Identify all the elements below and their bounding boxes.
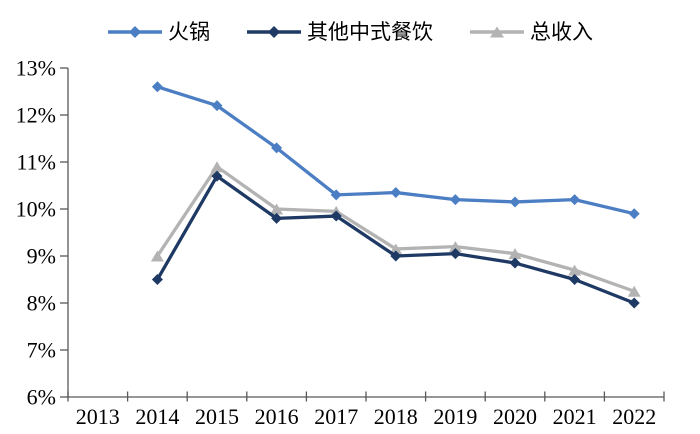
series-marker-qita-zhongshi-canyin [330,210,342,222]
series-marker-huoguo [509,196,521,208]
legend-label-qita-zhongshi-canyin: 其他中式餐饮 [307,19,433,44]
series-marker-huoguo [151,81,163,93]
x-axis-tick-label: 2020 [493,404,537,429]
y-axis-tick-label: 9% [27,244,56,269]
y-axis-tick-label: 11% [16,150,56,175]
x-axis-tick-label: 2017 [314,404,358,429]
huoguo-legend-marker-icon [108,26,162,38]
series-marker-qita-zhongshi-canyin [509,257,521,269]
x-axis-tick-label: 2016 [255,404,299,429]
legend-label-zong-shouru: 总收入 [530,19,593,44]
series-marker-huoguo [271,142,283,154]
legend-triangle-icon [490,26,504,38]
series-marker-qita-zhongshi-canyin [271,212,283,224]
legend-diamond-icon [129,26,141,38]
series-marker-huoguo [449,194,461,206]
series-marker-zong-shouru [627,285,641,297]
legend-diamond-icon [268,26,280,38]
x-axis-tick-label: 2015 [195,404,239,429]
legend-item-huoguo: 火锅 [107,19,210,44]
series-marker-qita-zhongshi-canyin [390,250,402,262]
series-marker-zong-shouru [508,248,522,260]
y-axis-tick-label: 10% [16,197,56,222]
legend-item-zong-shouru: 总收入 [469,19,593,44]
series-marker-huoguo [330,189,342,201]
y-axis-tick-label: 7% [27,338,56,363]
x-axis-tick-label: 2013 [76,404,120,429]
axis-lines [67,68,664,398]
series-marker-qita-zhongshi-canyin [569,274,581,285]
y-axis-tick-label: 12% [16,103,56,128]
series-marker-zong-shouru [150,250,164,262]
series-marker-huoguo [390,187,402,199]
y-axis-tick-label: 8% [27,291,56,316]
series-marker-zong-shouru [389,243,403,255]
series-marker-zong-shouru [270,203,284,215]
x-axis-tick-label: 2022 [612,404,656,429]
series-marker-huoguo [211,100,223,112]
series-marker-qita-zhongshi-canyin [628,297,640,309]
series-marker-huoguo [569,194,581,206]
y-axis-tick-label: 13% [16,56,56,81]
x-axis-tick-label: 2018 [374,404,418,429]
x-axis-tick-label: 2014 [135,404,179,429]
series-marker-zong-shouru [210,161,224,173]
legend-label-huoguo: 火锅 [168,19,210,44]
zong-shouru-legend-marker-icon [470,26,524,38]
series-marker-zong-shouru [568,264,582,276]
x-axis-tick-label: 2019 [433,404,477,429]
series-marker-qita-zhongshi-canyin [449,248,461,260]
series-marker-zong-shouru [448,241,462,253]
series-marker-huoguo [628,208,640,220]
qita-zhongshi-canyin-legend-marker-icon [247,26,301,38]
legend: 火锅 其他中式餐饮 总收入 [0,20,700,44]
series-marker-qita-zhongshi-canyin [211,170,223,182]
y-axis-tick-label: 6% [27,385,56,410]
legend-item-qita-zhongshi-canyin: 其他中式餐饮 [246,19,433,44]
series-marker-qita-zhongshi-canyin [151,274,163,285]
x-axis-tick-label: 2021 [553,404,597,429]
